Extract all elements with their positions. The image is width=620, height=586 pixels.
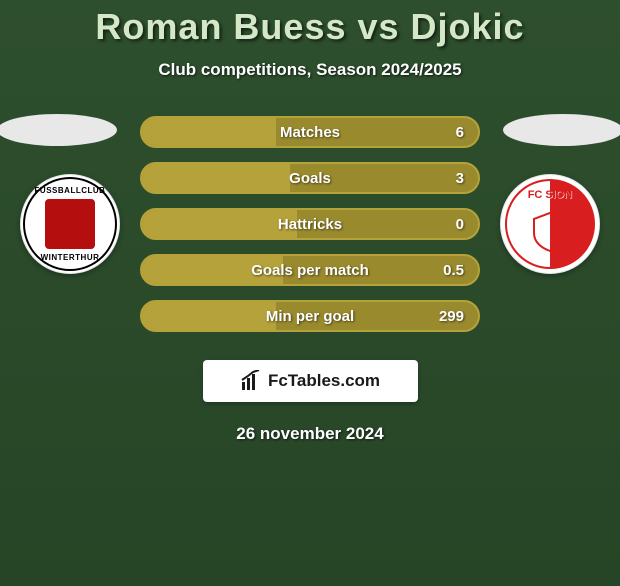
stat-bar: Min per goal299 <box>140 300 480 332</box>
left-logo-crest <box>45 199 95 249</box>
stat-bar-value: 299 <box>439 308 464 325</box>
right-logo-text: FC SION <box>507 189 593 201</box>
comparison-content: FUSSBALLCLUB WINTERTHUR FC SION Matches6… <box>0 114 620 344</box>
stat-bar-value: 0 <box>456 216 464 233</box>
stat-bar-value: 3 <box>456 170 464 187</box>
stat-bar-label: Goals <box>142 170 478 187</box>
stat-bar-value: 0.5 <box>443 262 464 279</box>
left-ellipse <box>0 114 117 146</box>
shield-icon <box>528 209 572 253</box>
stat-bar-label: Matches <box>142 124 478 141</box>
brand-text: FcTables.com <box>268 371 380 391</box>
left-team-logo: FUSSBALLCLUB WINTERTHUR <box>20 174 120 274</box>
stat-bar: Goals per match0.5 <box>140 254 480 286</box>
left-logo-text-bottom: WINTERTHUR <box>41 253 100 262</box>
stat-bar-value: 6 <box>456 124 464 141</box>
page-title: Roman Buess vs Djokic <box>0 6 620 48</box>
right-team-logo: FC SION <box>500 174 600 274</box>
subtitle: Club competitions, Season 2024/2025 <box>0 60 620 80</box>
right-ellipse <box>503 114 620 146</box>
stat-bar-label: Hattricks <box>142 216 478 233</box>
stat-bar-label: Min per goal <box>142 308 478 325</box>
chart-icon <box>240 370 262 392</box>
brand-box: FcTables.com <box>203 360 418 402</box>
stat-bars: Matches6Goals3Hattricks0Goals per match0… <box>140 114 480 332</box>
left-logo-text-top: FUSSBALLCLUB <box>35 186 106 195</box>
stat-bar-label: Goals per match <box>142 262 478 279</box>
stat-bar: Matches6 <box>140 116 480 148</box>
stat-bar: Hattricks0 <box>140 208 480 240</box>
stat-bar: Goals3 <box>140 162 480 194</box>
date-text: 26 november 2024 <box>0 424 620 444</box>
